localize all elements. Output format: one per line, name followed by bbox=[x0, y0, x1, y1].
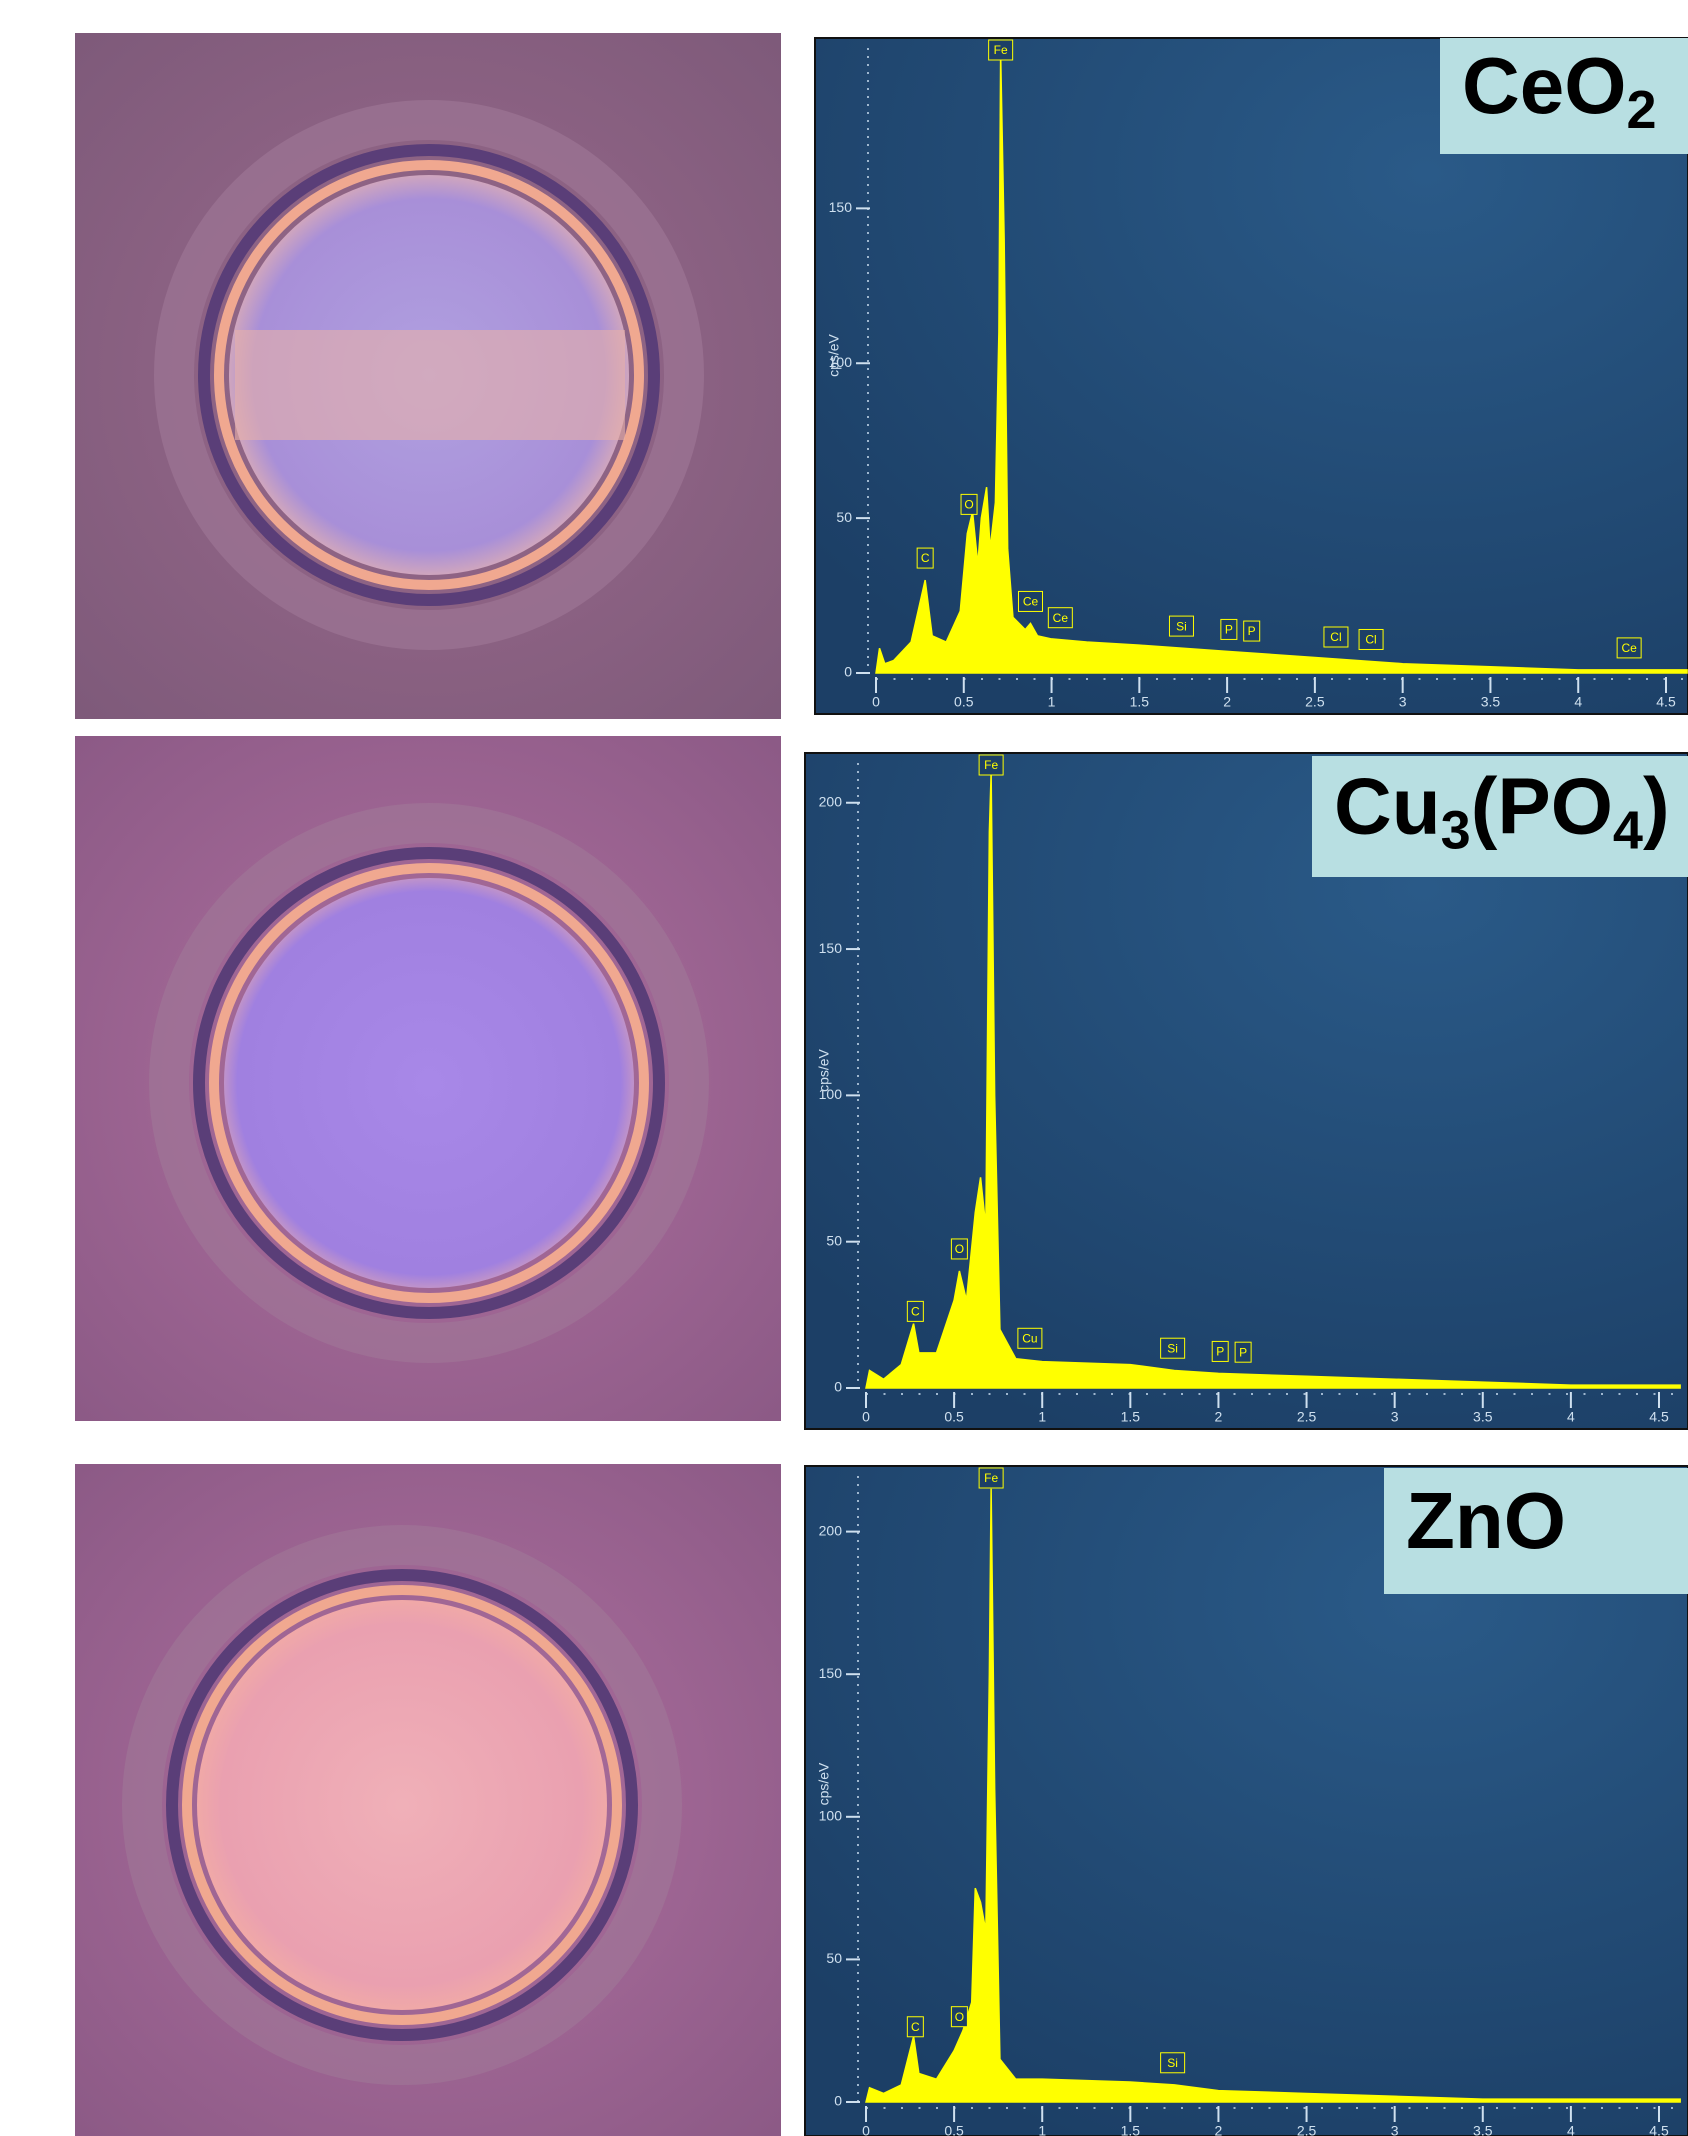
x-tick-label: 3 bbox=[1391, 2123, 1399, 2136]
y-axis-label: cps/eV bbox=[826, 333, 842, 376]
x-tick-label: 4.5 bbox=[1649, 1409, 1669, 1425]
micrograph bbox=[75, 1464, 781, 2136]
x-tick-label: 2 bbox=[1223, 694, 1231, 710]
x-tick-label: 0 bbox=[872, 694, 880, 710]
y-tick-label: 50 bbox=[836, 509, 852, 525]
y-tick-label: 200 bbox=[819, 1522, 843, 1538]
x-tick-label: 0.5 bbox=[944, 2123, 964, 2136]
x-tick-label: 4.5 bbox=[1656, 694, 1676, 710]
y-tick-label: 100 bbox=[819, 1808, 843, 1824]
x-tick-label: 3 bbox=[1399, 694, 1407, 710]
x-tick-label: 0 bbox=[862, 1409, 870, 1425]
micrograph bbox=[75, 736, 781, 1421]
x-tick-label: 0.5 bbox=[944, 1409, 964, 1425]
x-tick-label: 2.5 bbox=[1297, 2123, 1317, 2136]
y-axis-label: cps/eV bbox=[816, 1048, 832, 1091]
peak-label: Fe bbox=[984, 1471, 998, 1485]
x-tick-label: 3.5 bbox=[1481, 694, 1501, 710]
formula-part: ZnO bbox=[1406, 1476, 1566, 1565]
peak-label: Cl bbox=[1330, 630, 1341, 644]
peak-label: O bbox=[955, 1242, 964, 1256]
peak-label: Ce bbox=[1621, 641, 1637, 655]
peak-label: O bbox=[955, 2010, 964, 2024]
spectrum-chart: 050100150200cps/eV00.511.522.533.544.5Fe… bbox=[805, 753, 1688, 1429]
x-tick-label: 0 bbox=[862, 2123, 870, 2136]
x-tick-label: 1.5 bbox=[1121, 2123, 1141, 2136]
y-axis-label: cps/eV bbox=[816, 1762, 832, 1805]
figure: 050100150cps/eV00.511.522.533.544.5FeOCC… bbox=[0, 0, 1688, 2136]
x-tick-label: 1.5 bbox=[1130, 694, 1150, 710]
x-tick-label: 1 bbox=[1048, 694, 1056, 710]
peak-label: C bbox=[911, 2020, 920, 2034]
y-tick-label: 0 bbox=[834, 1379, 842, 1395]
peak-label: Si bbox=[1167, 1341, 1178, 1355]
micrograph bbox=[75, 33, 781, 719]
peak-label: Cu bbox=[1022, 1331, 1037, 1345]
x-tick-label: 4 bbox=[1567, 2123, 1575, 2136]
x-tick-label: 1 bbox=[1038, 1409, 1046, 1425]
x-tick-label: 2 bbox=[1215, 1409, 1223, 1425]
x-tick-label: 3.5 bbox=[1473, 2123, 1493, 2136]
peak-label: Ce bbox=[1053, 611, 1069, 625]
x-tick-label: 4 bbox=[1567, 1409, 1575, 1425]
peak-label: O bbox=[964, 498, 973, 512]
peak-label: P bbox=[1248, 624, 1256, 638]
x-tick-label: 2 bbox=[1215, 2123, 1223, 2136]
y-tick-label: 0 bbox=[834, 2093, 842, 2109]
peak-label: P bbox=[1225, 623, 1233, 637]
peak-label: Si bbox=[1167, 2056, 1178, 2070]
x-tick-label: 4 bbox=[1574, 694, 1582, 710]
formula-part: CeO bbox=[1462, 41, 1627, 130]
formula-part: 2 bbox=[1627, 80, 1657, 140]
x-tick-label: 1 bbox=[1038, 2123, 1046, 2136]
x-tick-label: 3.5 bbox=[1473, 1409, 1493, 1425]
formula-part: (PO bbox=[1471, 762, 1613, 851]
x-tick-label: 2.5 bbox=[1305, 694, 1325, 710]
peak-label: Cl bbox=[1365, 633, 1376, 647]
y-tick-label: 50 bbox=[826, 1232, 842, 1248]
formula-label: ZnO bbox=[1406, 1476, 1566, 1565]
peak-label: P bbox=[1216, 1345, 1224, 1359]
formula-part: ) bbox=[1643, 762, 1670, 851]
peak-label: Fe bbox=[994, 43, 1008, 57]
spectrum-chart: 0 50 100 150 200 cps/eV 0 0.5 1 1.5 2 2.5 3 3.5 4 4.5 Fe… bbox=[805, 1466, 1688, 2136]
formula-part: 3 bbox=[1441, 801, 1471, 861]
y-tick-label: 50 bbox=[826, 1950, 842, 1966]
peak-label: Si bbox=[1176, 619, 1187, 633]
peak-label: C bbox=[921, 551, 930, 565]
formula-part: 4 bbox=[1613, 801, 1643, 861]
y-tick-label: 150 bbox=[819, 1665, 843, 1681]
peak-label: Fe bbox=[984, 758, 998, 772]
x-tick-label: 4.5 bbox=[1649, 2123, 1669, 2136]
x-tick-label: 3 bbox=[1391, 1409, 1399, 1425]
formula-part: Cu bbox=[1334, 762, 1441, 851]
y-tick-label: 0 bbox=[844, 664, 852, 680]
x-tick-label: 1.5 bbox=[1121, 1409, 1141, 1425]
y-tick-label: 150 bbox=[829, 199, 853, 215]
x-tick-label: 0.5 bbox=[954, 694, 974, 710]
y-tick-label: 150 bbox=[819, 940, 843, 956]
y-tick-label: 200 bbox=[819, 793, 843, 809]
peak-label: Ce bbox=[1023, 595, 1039, 609]
x-tick-label: 2.5 bbox=[1297, 1409, 1317, 1425]
peak-label: C bbox=[911, 1305, 920, 1319]
peak-label: P bbox=[1239, 1345, 1247, 1359]
